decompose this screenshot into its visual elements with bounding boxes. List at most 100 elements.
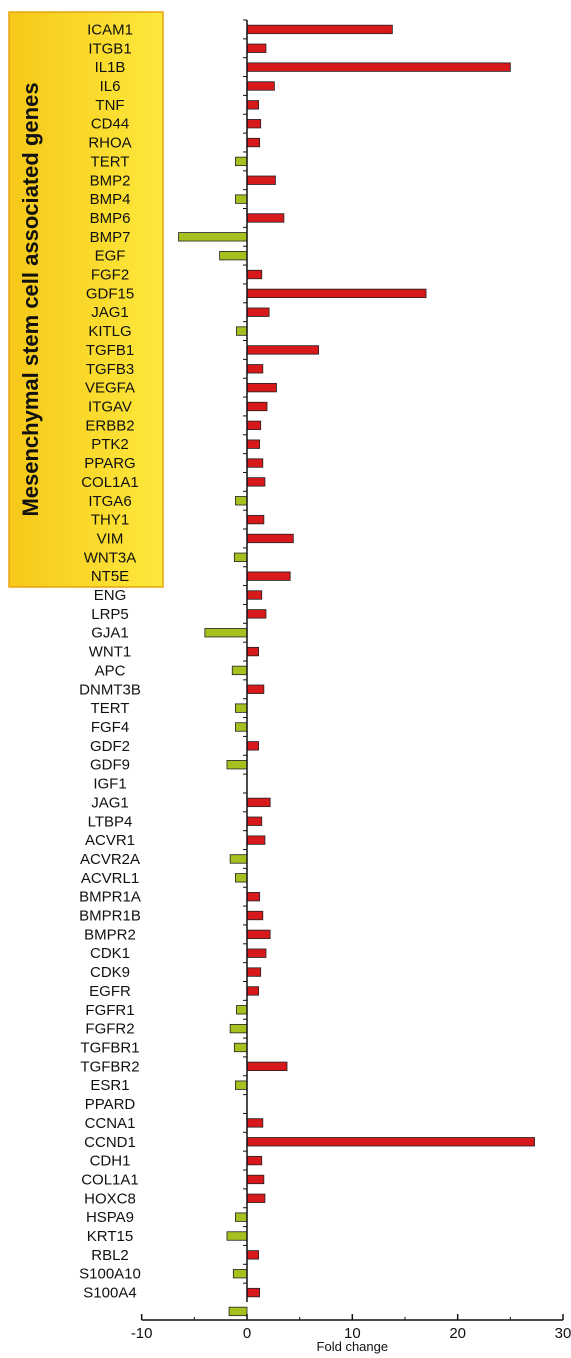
bar [232,1269,248,1279]
bar [235,1080,248,1090]
x-tick-label: 30 [555,1325,571,1342]
x-tick-label: 20 [449,1325,466,1342]
highlight-group: Mesenchymal stem cell associated genes [8,11,164,588]
gene-label: CDK1 [90,945,130,962]
bar [229,854,248,864]
bar [246,1061,288,1071]
highlight-box [8,11,164,588]
x-tick-label: 10 [344,1325,361,1342]
bar [246,81,275,91]
bar [231,665,248,676]
gene-label: IGF1 [93,776,126,793]
bar [246,288,427,299]
bar [246,514,265,525]
bar [246,62,511,72]
bars [178,24,535,1317]
bar [246,269,263,280]
bar [246,646,259,657]
bar [236,1005,248,1015]
gene-label: FGFR2 [85,1021,134,1038]
gene-label: THY1 [91,512,129,529]
gene-label: CCNA1 [85,1115,136,1132]
gene-label: KRT15 [87,1228,133,1245]
gene-label: TGFBR1 [80,1039,139,1056]
gene-label: ITGAV [88,398,132,415]
bar [246,100,259,110]
gene-label: WNT3A [84,549,137,566]
bar [246,439,261,449]
bar [246,1118,264,1128]
bar [246,741,259,751]
gene-label: ERBB2 [85,417,134,434]
bar [246,892,261,902]
bar [246,816,263,826]
bar [246,43,267,53]
gene-label: ACVRL1 [81,870,139,887]
bar [246,175,276,185]
gene-label: RBL2 [91,1247,129,1264]
bar [233,1042,248,1053]
gene-label: PPARD [85,1096,136,1113]
gene-label: NT5E [91,568,129,585]
gene-label: CDH1 [90,1153,131,1170]
gene-label: PPARG [84,455,135,472]
x-axis-title: Fold change [317,1339,389,1354]
x-tick-label: 0 [243,1325,251,1342]
bar [233,552,248,562]
x-tick-label: -10 [131,1325,153,1342]
gene-label: BMPR1A [79,889,141,906]
gene-label: TGFB3 [86,361,134,378]
bar [246,420,262,430]
bar [235,703,248,713]
gene-label: GJA1 [91,625,129,642]
gene-label: ENG [94,587,127,604]
gene-label: BMP7 [90,229,131,246]
bar [246,590,263,600]
gene-label: ACVR2A [80,851,140,868]
gene-label: BMPR2 [84,926,136,943]
bar [246,1193,266,1203]
gene-label: VIM [97,530,124,547]
bar [235,194,248,204]
gene-label: COL1A1 [81,474,139,491]
bar [178,232,248,242]
bar [235,722,248,732]
gene-labels: ICAM1ITGB1IL1BIL6TNFCD44RHOATERTBMP2BMP4… [79,21,141,1301]
gene-label: HSPA9 [86,1209,134,1226]
gene-label: TERT [91,153,130,170]
gene-label: S100A4 [83,1285,136,1302]
gene-label: WNT1 [89,644,132,661]
bar [246,477,266,487]
gene-label: FGFR1 [85,1002,134,1019]
bar [246,345,320,355]
bar [246,948,267,958]
gene-label: BMPR1B [79,908,141,925]
gene-label: PTK2 [91,436,129,453]
bar [246,307,270,317]
bar [246,684,265,694]
bar [246,382,277,393]
gene-label: CCND1 [84,1134,136,1151]
gene-label: LTBP4 [88,813,133,830]
gene-label: GDF15 [86,285,134,302]
gene-label: LRP5 [91,606,129,623]
gene-label: TGFBR2 [80,1058,139,1075]
bar [226,1231,248,1241]
bar [235,496,248,506]
bar [246,967,262,977]
gene-label: APC [95,662,126,679]
bar [246,24,393,35]
gene-label: ESR1 [90,1077,129,1094]
bar [246,364,264,374]
bar [235,873,248,883]
bar [246,1174,265,1185]
gene-label: CDK9 [90,964,130,981]
bar [236,326,248,336]
gene-label: BMP2 [90,172,131,189]
bar [246,458,264,468]
gene-label: TERT [91,700,130,717]
bar [246,1155,263,1166]
bar [219,251,248,261]
bar [246,609,267,619]
